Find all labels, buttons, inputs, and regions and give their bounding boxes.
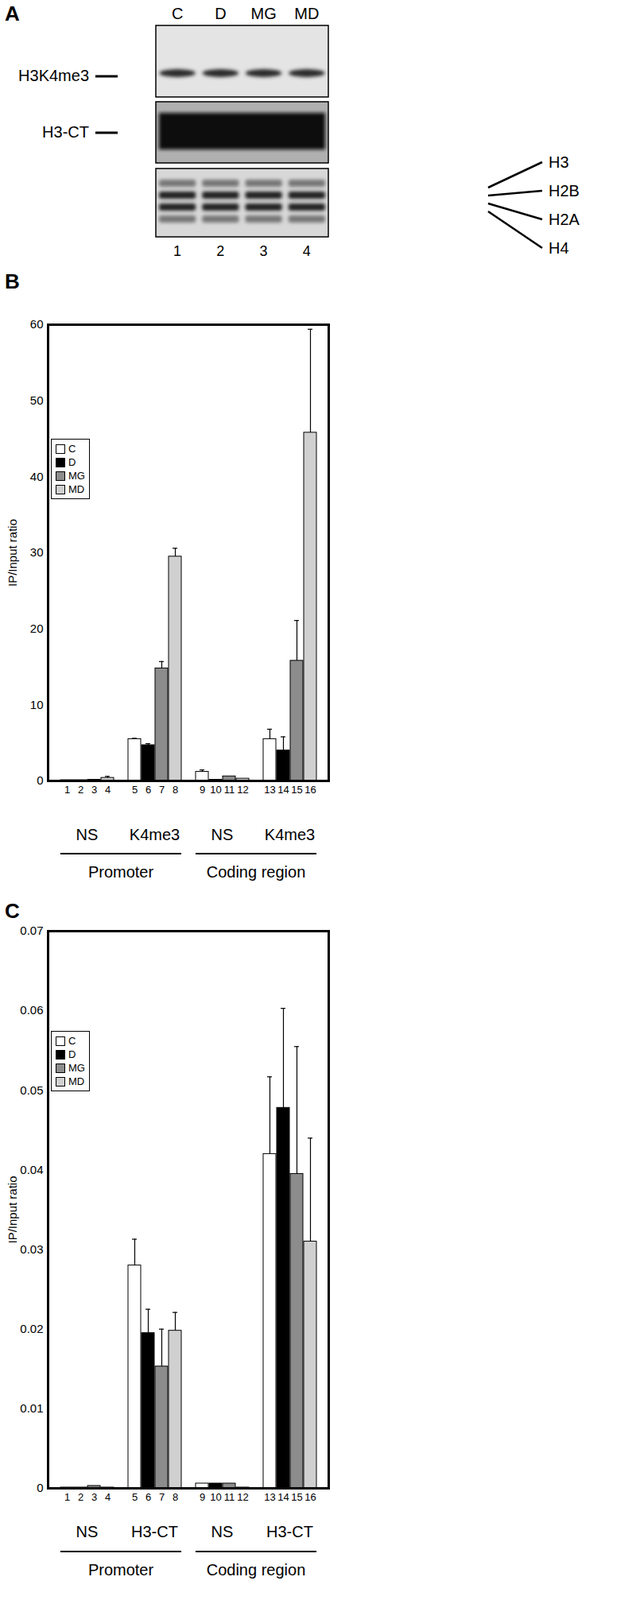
svg-text:10: 10 <box>209 1491 222 1504</box>
svg-text:60: 60 <box>30 317 44 331</box>
svg-text:50: 50 <box>30 393 44 408</box>
svg-text:4: 4 <box>302 243 311 260</box>
svg-text:D: D <box>214 4 226 23</box>
svg-text:2: 2 <box>77 1491 84 1504</box>
svg-text:H3: H3 <box>548 153 570 171</box>
svg-text:NS: NS <box>211 1523 234 1541</box>
svg-text:K4me3: K4me3 <box>264 826 315 844</box>
html-text:C: C <box>68 1035 76 1048</box>
svg-text:Promoter: Promoter <box>88 863 155 881</box>
svg-text:6: 6 <box>145 1491 152 1504</box>
svg-text:K4me3: K4me3 <box>129 826 180 844</box>
html-text:MD: MD <box>68 483 85 496</box>
svg-text:C: C <box>171 4 183 23</box>
svg-text:NS: NS <box>76 1523 99 1541</box>
svg-text:20: 20 <box>30 621 44 636</box>
svg-text:10: 10 <box>209 783 222 796</box>
svg-text:9: 9 <box>199 783 206 796</box>
svg-text:8: 8 <box>172 1491 179 1504</box>
svg-text:0.06: 0.06 <box>19 1003 43 1017</box>
html-text:D: D <box>68 456 76 469</box>
html-text:C: C <box>68 442 76 455</box>
svg-text:16: 16 <box>304 1491 316 1504</box>
svg-text:12: 12 <box>236 1491 249 1504</box>
svg-text:NS: NS <box>211 826 234 844</box>
svg-text:12: 12 <box>236 783 249 796</box>
svg-text:15: 15 <box>290 783 303 796</box>
svg-text:3: 3 <box>259 243 268 260</box>
svg-text:13: 13 <box>263 1491 276 1504</box>
svg-text:2: 2 <box>77 783 84 796</box>
svg-text:H3-CT: H3-CT <box>131 1523 179 1541</box>
svg-text:Coding region: Coding region <box>206 1561 307 1579</box>
svg-text:8: 8 <box>172 783 179 796</box>
svg-text:7: 7 <box>159 1491 165 1504</box>
svg-text:H2A: H2A <box>548 210 581 229</box>
svg-text:0.03: 0.03 <box>19 1242 43 1257</box>
svg-text:4: 4 <box>104 783 111 796</box>
svg-text:1: 1 <box>64 783 70 796</box>
svg-text:7: 7 <box>159 783 165 796</box>
svg-text:5: 5 <box>131 1491 138 1504</box>
svg-text:1: 1 <box>64 1491 70 1504</box>
svg-text:0: 0 <box>36 773 43 788</box>
svg-text:11: 11 <box>224 783 236 796</box>
svg-text:0.05: 0.05 <box>19 1083 43 1098</box>
svg-text:3: 3 <box>91 783 97 796</box>
svg-text:H2B: H2B <box>548 182 580 200</box>
svg-text:IP/Input ratio: IP/Input ratio <box>5 519 20 587</box>
svg-text:MD: MD <box>294 4 319 23</box>
svg-text:Promoter: Promoter <box>88 1561 155 1579</box>
svg-text:0.01: 0.01 <box>19 1401 43 1416</box>
svg-text:H4: H4 <box>548 239 570 257</box>
svg-text:4: 4 <box>104 1491 111 1504</box>
svg-text:IP/Input ratio: IP/Input ratio <box>5 1175 20 1244</box>
svg-text:0.07: 0.07 <box>19 923 43 938</box>
svg-text:2: 2 <box>216 243 225 260</box>
svg-text:16: 16 <box>304 783 316 796</box>
svg-text:0: 0 <box>36 1481 43 1495</box>
svg-text:30: 30 <box>30 545 44 559</box>
svg-text:40: 40 <box>30 469 44 484</box>
svg-text:0.04: 0.04 <box>19 1163 43 1177</box>
svg-text:6: 6 <box>145 783 152 796</box>
svg-text:9: 9 <box>199 1491 206 1504</box>
svg-text:3: 3 <box>91 1491 97 1504</box>
svg-text:5: 5 <box>131 783 138 796</box>
svg-text:14: 14 <box>277 1491 289 1504</box>
svg-text:MG: MG <box>251 4 277 23</box>
svg-text:Coding region: Coding region <box>206 863 307 881</box>
svg-text:15: 15 <box>290 1491 303 1504</box>
svg-text:13: 13 <box>263 783 276 796</box>
html-text:B: B <box>4 269 20 294</box>
html-text:MG: MG <box>68 469 86 482</box>
svg-text:0.02: 0.02 <box>19 1322 43 1336</box>
svg-text:H3-CT: H3-CT <box>266 1523 314 1541</box>
html-text:MD: MD <box>68 1075 85 1088</box>
html-text:D: D <box>68 1048 76 1061</box>
svg-text:10: 10 <box>30 698 44 712</box>
html-text:A: A <box>4 1 20 26</box>
html-text:C: C <box>4 899 20 923</box>
svg-text:H3-CT: H3-CT <box>42 123 90 141</box>
svg-text:14: 14 <box>277 783 289 796</box>
svg-text:NS: NS <box>76 826 99 844</box>
html-text:MG: MG <box>68 1062 86 1075</box>
svg-text:1: 1 <box>173 243 182 260</box>
svg-text:H3K4me3: H3K4me3 <box>18 66 90 85</box>
svg-text:11: 11 <box>224 1491 236 1504</box>
